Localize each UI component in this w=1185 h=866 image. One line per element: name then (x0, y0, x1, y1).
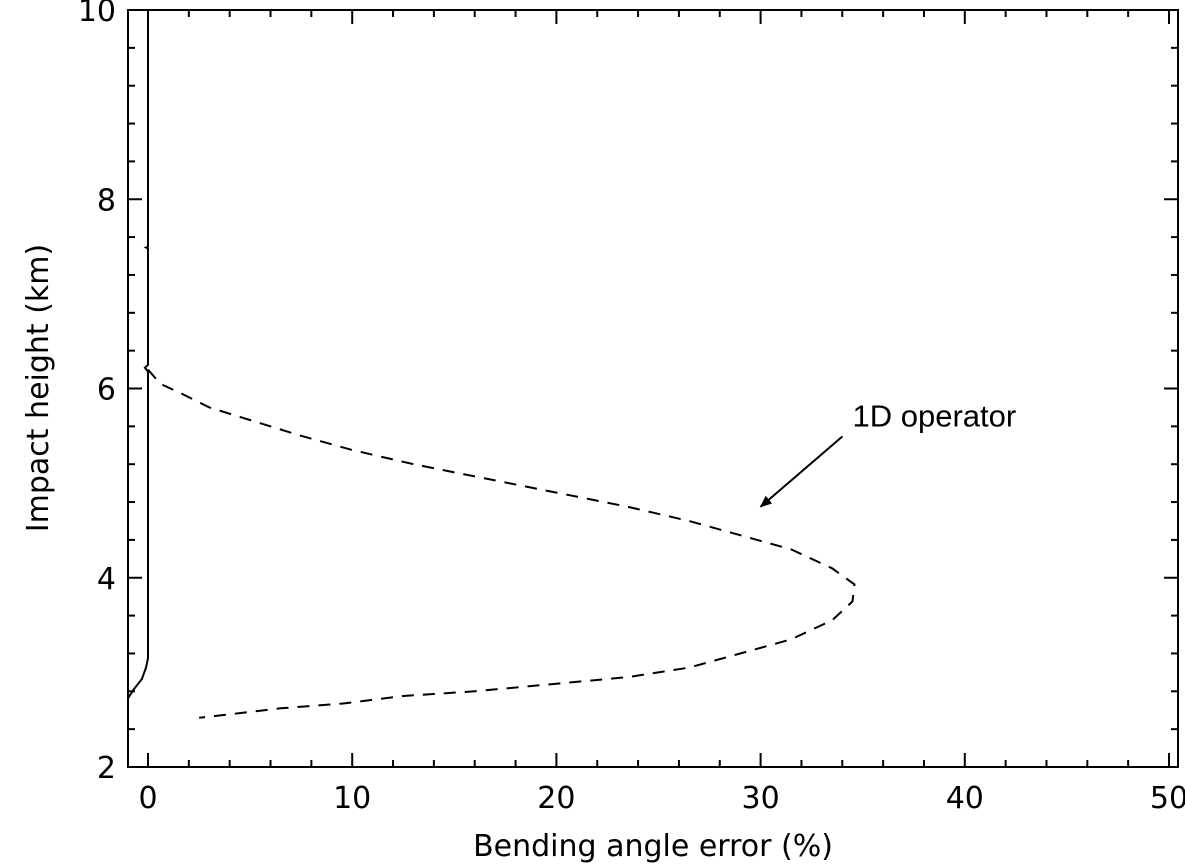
series-layer (126, 10, 856, 719)
x-axis-label: Bending angle error (%) (473, 829, 833, 864)
x-tick-label: 20 (537, 781, 575, 816)
dashed-series-line (147, 368, 856, 719)
x-tick-label: 10 (333, 781, 371, 816)
solid-series-line (126, 10, 149, 700)
x-tick-label: 0 (138, 781, 157, 816)
annotation-label: 1D operator (852, 398, 1016, 433)
x-tick-label: 50 (1150, 781, 1185, 816)
annotation-arrow (759, 435, 844, 508)
x-tick-label: 30 (742, 781, 780, 816)
y-tick-label: 4 (97, 562, 116, 597)
x-tick-label: 40 (946, 781, 984, 816)
y-tick-label: 6 (97, 373, 116, 408)
plot-frame (127, 9, 1179, 768)
y-axis-ticks: 2 4 6 8 10 (78, 0, 1178, 786)
y-tick-label: 10 (78, 0, 116, 29)
x-axis-ticks: 0 10 20 30 40 50 (138, 10, 1185, 816)
y-tick-label: 8 (97, 183, 116, 218)
annotation-layer: 1D operator (759, 398, 1016, 508)
y-tick-label: 2 (97, 751, 116, 786)
y-axis-label: Impact height (km) (21, 244, 56, 532)
